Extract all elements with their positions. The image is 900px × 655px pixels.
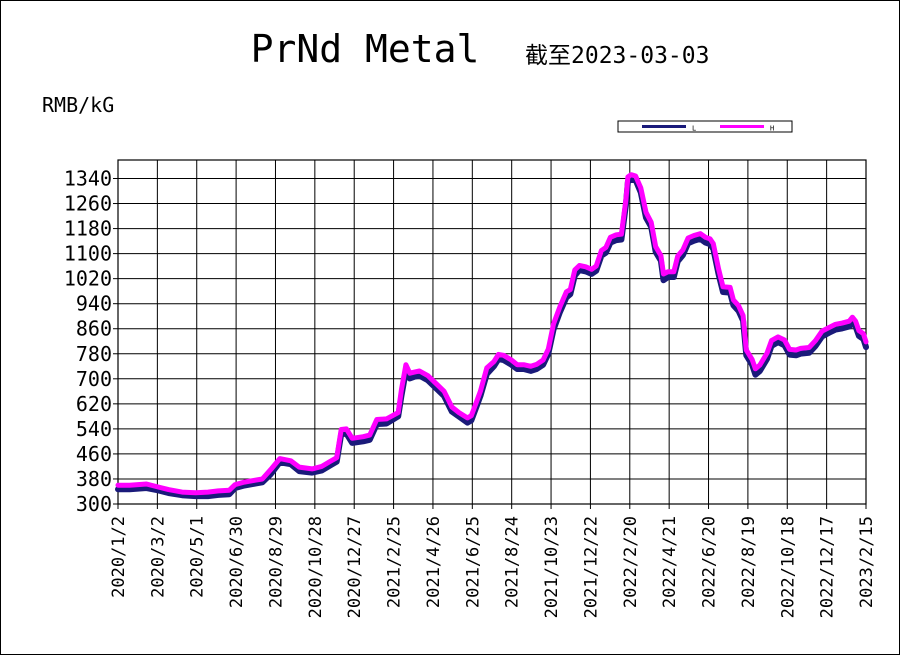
y-tick-label: 380	[76, 467, 112, 491]
x-tick-label: 2021/2/25	[385, 516, 405, 608]
y-tick-label: 860	[76, 317, 112, 341]
x-tick-label: 2020/10/28	[306, 516, 326, 618]
grid-lines	[118, 160, 866, 504]
x-tick-label: 2021/8/24	[503, 516, 523, 608]
y-tick-label: 780	[76, 342, 112, 366]
x-tick-label: 2022/10/18	[778, 516, 798, 618]
x-tick-label: 2023/2/15	[857, 516, 877, 608]
x-tick-label: 2021/12/22	[581, 516, 601, 618]
chart-title: PrNd Metal	[251, 27, 480, 71]
x-tick-label: 2020/12/27	[345, 516, 365, 618]
y-tick-label: 700	[76, 367, 112, 391]
y-tick-label: 300	[76, 492, 112, 516]
legend: L H	[617, 120, 793, 133]
x-tick-label: 2020/1/2	[109, 516, 129, 598]
y-tick-label: 540	[76, 417, 112, 441]
y-tick-label: 1260	[64, 192, 112, 216]
x-tick-label: 2020/8/29	[266, 516, 286, 608]
x-tick-label: 2022/4/21	[660, 516, 680, 608]
plot-area	[117, 159, 867, 505]
legend-label-h: H	[770, 125, 774, 133]
x-tick-label: 2020/3/2	[148, 516, 168, 598]
x-tick-label: 2022/6/20	[700, 516, 720, 608]
x-tick-label: 2022/12/17	[818, 516, 838, 618]
x-tick-label: 2022/8/19	[739, 516, 759, 608]
x-tick-label: 2021/6/25	[463, 516, 483, 608]
series-group	[115, 172, 869, 500]
x-tick-label: 2020/6/30	[227, 516, 247, 608]
y-axis-label: RMB/kG	[42, 93, 114, 117]
y-tick-label: 1340	[64, 167, 112, 191]
y-tick-label: 460	[76, 442, 112, 466]
x-tick-label: 2020/5/1	[188, 516, 208, 598]
y-tick-labels: 3003804605406207007808609401020110011801…	[64, 167, 118, 516]
legend-box	[617, 120, 793, 133]
chart-subtitle: 截至2023-03-03	[525, 43, 709, 69]
x-tick-labels: 2020/1/2 2020/3/2 2020/5/1 2020/6/30 2020/8/…	[109, 504, 877, 618]
y-tick-label: 1180	[64, 217, 112, 241]
x-tick-label: 2021/4/26	[424, 516, 444, 608]
y-tick-label: 940	[76, 292, 112, 316]
y-tick-label: 620	[76, 392, 112, 416]
y-tick-label: 1020	[64, 267, 112, 291]
x-tick-label: 2021/10/23	[542, 516, 562, 618]
y-tick-label: 1100	[64, 242, 112, 266]
x-tick-label: 2022/2/20	[621, 516, 641, 608]
legend-label-l: L	[692, 125, 696, 133]
series-line-h	[115, 172, 869, 496]
